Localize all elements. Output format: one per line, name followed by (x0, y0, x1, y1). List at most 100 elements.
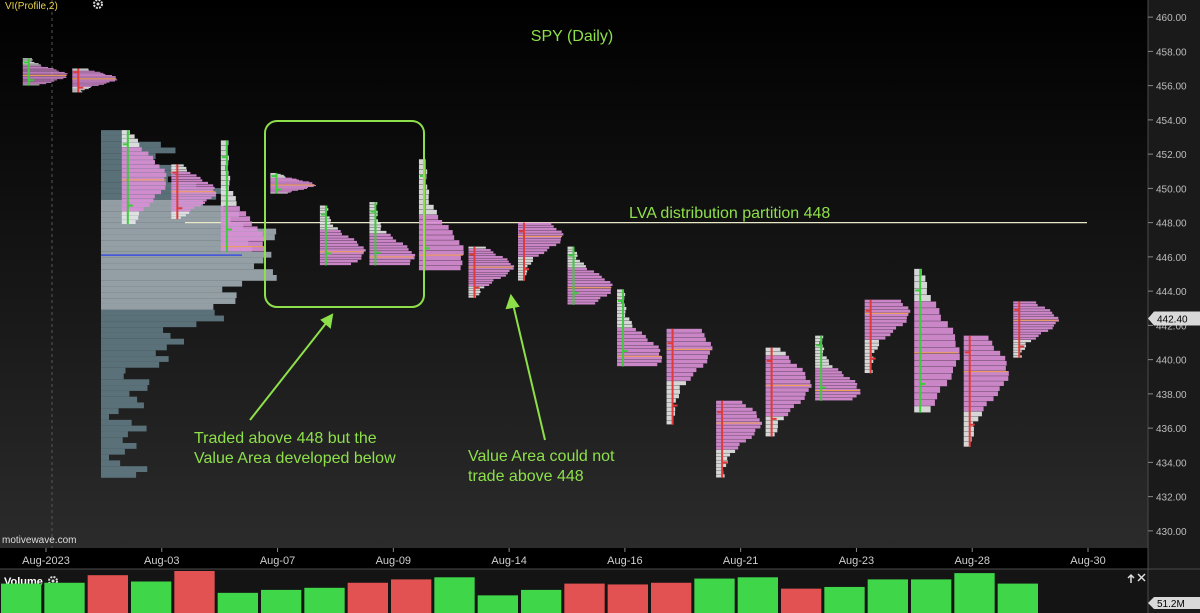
composite-row (101, 356, 169, 362)
profile-row (963, 366, 1006, 371)
profile-row (22, 79, 58, 81)
day-profile (567, 246, 613, 305)
profile-row (914, 295, 931, 302)
profile-row (121, 177, 165, 182)
profile-row (270, 182, 313, 184)
day-profile (864, 299, 911, 374)
profile-row (1013, 332, 1042, 335)
profile-row (220, 165, 226, 171)
profile-row (864, 309, 911, 313)
profile-row (914, 327, 954, 334)
profile-row (963, 350, 1001, 356)
profile-row (963, 436, 972, 442)
profile-row (914, 360, 957, 367)
profile-row (270, 179, 299, 181)
profile-row (319, 205, 328, 208)
profile-row (220, 246, 266, 252)
composite-row (101, 292, 237, 299)
day-profile (319, 205, 366, 266)
profile-row (468, 295, 477, 298)
profile-row (171, 181, 209, 185)
profile-row (369, 233, 391, 237)
profile-row (22, 78, 64, 80)
profile-row (1013, 352, 1020, 356)
profile-row (418, 209, 437, 215)
composite-row (101, 286, 223, 293)
expand-icon[interactable] (1127, 573, 1135, 583)
y-tick-label: 434.00 (1156, 458, 1187, 469)
composite-row (101, 240, 249, 247)
profile-row (72, 84, 99, 86)
profile-row (1013, 355, 1022, 358)
profile-row (815, 353, 823, 357)
volume-bar (737, 577, 778, 613)
profile-row (864, 356, 874, 360)
profile-row (220, 160, 229, 166)
profile-row (220, 185, 229, 191)
profile-row (270, 178, 297, 180)
profile-row (319, 243, 359, 247)
profile-row (468, 251, 494, 254)
profile-row (666, 381, 686, 386)
profile-row (765, 367, 803, 372)
profile-row (270, 175, 285, 177)
profile-row (369, 248, 409, 251)
profile-row (815, 391, 861, 395)
profile-row (22, 60, 32, 62)
x-tick-label: Aug-23 (839, 555, 874, 567)
profile-row (369, 259, 411, 263)
composite-row (101, 135, 128, 142)
profile-row (72, 83, 104, 85)
profile-row (963, 421, 974, 427)
close-icon[interactable] (1137, 573, 1146, 582)
profile-row (418, 164, 426, 170)
volume-bar (434, 577, 475, 613)
profile-row (171, 216, 181, 219)
profile-row (815, 350, 824, 354)
profile-row (418, 159, 425, 165)
profile-row (319, 230, 341, 233)
day-profile (418, 159, 464, 271)
volume-bar (997, 583, 1038, 613)
profile-row (765, 432, 775, 437)
profile-row (716, 439, 746, 443)
y-tick-label: 430.00 (1156, 527, 1187, 538)
profile-row (567, 251, 578, 255)
gear-icon[interactable] (93, 0, 103, 9)
profile-row (666, 337, 706, 342)
profile-row (72, 80, 116, 82)
profile-row (666, 372, 694, 377)
profile-row (765, 363, 797, 368)
price-axis[interactable]: 430.00 432.00 434.00 436.00 438.00 440.00 442.… (1148, 13, 1187, 538)
x-tick-label: Aug-03 (144, 555, 179, 567)
x-tick-label: Aug-21 (723, 555, 758, 567)
profile-row (864, 336, 886, 340)
volume-gear-icon[interactable] (48, 576, 58, 586)
profile-row (319, 240, 357, 244)
date-axis[interactable]: Aug-2023 Aug-03 Aug-07 Aug-09 Aug-14 Aug-16 Au… (22, 548, 1106, 567)
profile-row (765, 380, 811, 384)
composite-row (101, 246, 252, 252)
volume-bar (131, 581, 172, 613)
profile-row (666, 411, 676, 416)
profile-row (963, 391, 998, 397)
study-label[interactable]: VI(Profile,2) (5, 1, 58, 12)
profile-row (121, 194, 155, 199)
profile-row (815, 382, 858, 386)
profile-row (319, 262, 352, 266)
composite-row (101, 211, 239, 218)
profile-row (270, 191, 291, 193)
profile-row (270, 192, 288, 194)
profile-row (567, 281, 611, 284)
volume-bar (347, 582, 388, 613)
profile-row (22, 58, 32, 60)
profile-row (617, 289, 624, 293)
y-tick-label: 440.00 (1156, 356, 1187, 367)
profile-row (72, 79, 118, 81)
profile-row (666, 328, 702, 333)
profile-row (666, 398, 676, 403)
profile-row (765, 404, 794, 409)
composite-row (101, 379, 150, 386)
profile-row (617, 310, 626, 314)
composite-row (101, 332, 171, 339)
